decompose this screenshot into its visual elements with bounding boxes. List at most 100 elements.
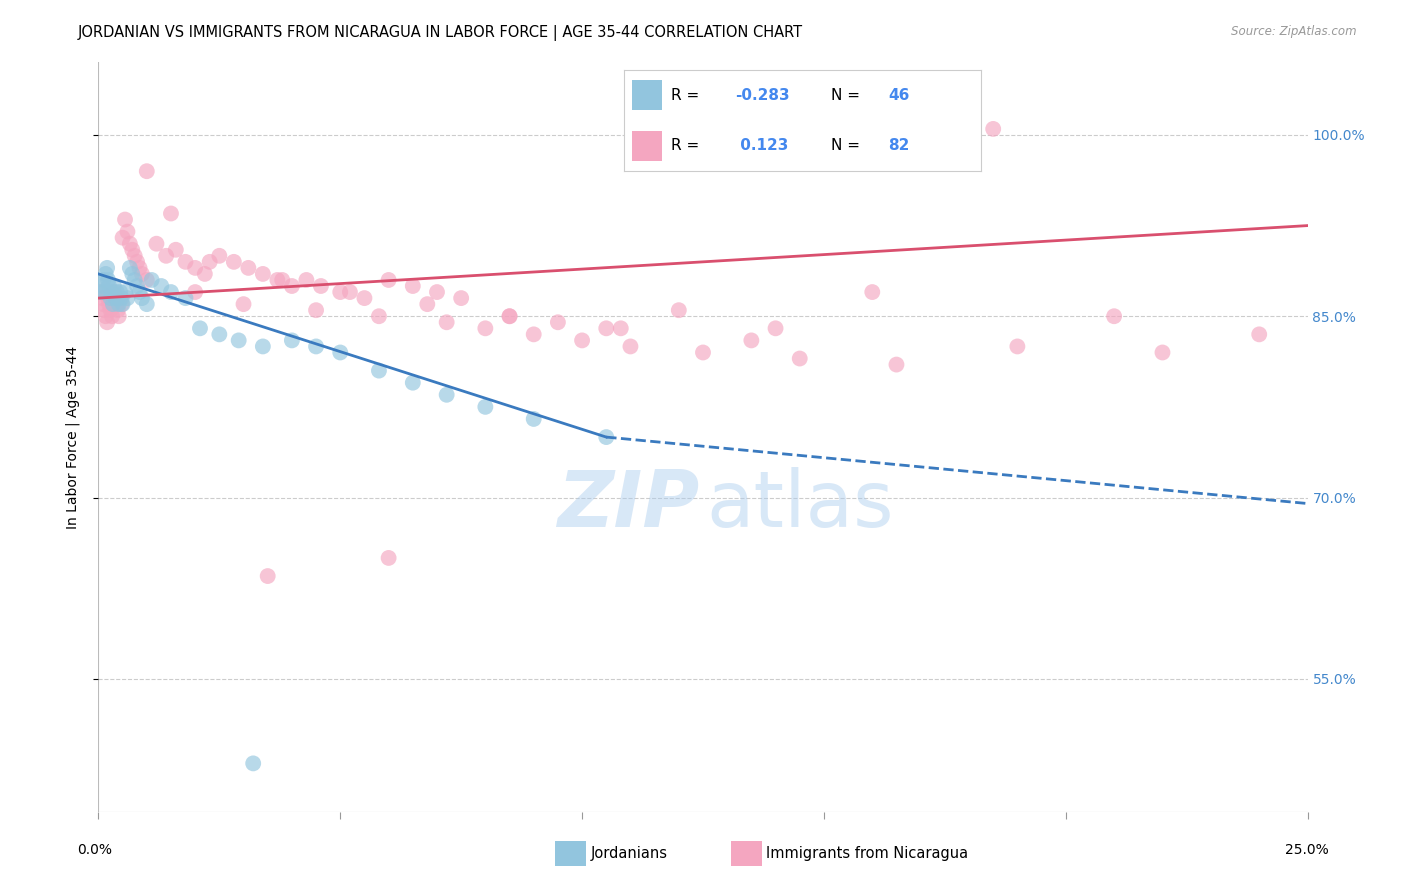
Point xyxy=(105,297,128,311)
Point xyxy=(353,291,375,305)
Point xyxy=(101,310,124,324)
Point xyxy=(474,321,496,335)
Point xyxy=(107,291,129,305)
Point xyxy=(238,260,260,275)
Point xyxy=(104,291,127,305)
Point xyxy=(188,321,211,335)
Point xyxy=(295,273,318,287)
Point xyxy=(121,267,143,281)
Point xyxy=(107,303,129,318)
Point xyxy=(523,327,546,342)
Text: Source: ZipAtlas.com: Source: ZipAtlas.com xyxy=(1232,25,1357,38)
Point xyxy=(98,297,121,311)
Point xyxy=(252,267,274,281)
Point xyxy=(860,285,883,299)
Point xyxy=(135,164,157,178)
Point xyxy=(547,315,569,329)
Point xyxy=(96,260,118,275)
Point xyxy=(305,303,328,318)
Text: 0.0%: 0.0% xyxy=(77,843,112,857)
Point xyxy=(91,273,114,287)
Point xyxy=(108,285,131,299)
Text: ZIP: ZIP xyxy=(557,467,699,542)
Y-axis label: In Labor Force | Age 35-44: In Labor Force | Age 35-44 xyxy=(66,345,80,529)
Point xyxy=(131,291,153,305)
Point xyxy=(160,206,183,220)
Point xyxy=(208,327,231,342)
Point xyxy=(266,273,288,287)
Point xyxy=(222,255,245,269)
Point xyxy=(90,285,112,299)
Text: atlas: atlas xyxy=(707,467,894,542)
Point xyxy=(101,297,124,311)
Point xyxy=(789,351,811,366)
Point xyxy=(252,339,274,353)
Point xyxy=(426,285,449,299)
Point xyxy=(117,225,139,239)
Point xyxy=(692,345,714,359)
Point xyxy=(281,334,304,348)
Point xyxy=(93,303,115,318)
Point xyxy=(309,279,332,293)
Point xyxy=(121,243,143,257)
Point xyxy=(108,291,131,305)
Point xyxy=(118,260,141,275)
Point xyxy=(368,363,391,377)
Point xyxy=(97,291,120,305)
Point xyxy=(368,310,391,324)
Point xyxy=(128,260,150,275)
Point xyxy=(1152,345,1174,359)
Point xyxy=(523,412,546,426)
Point xyxy=(271,273,294,287)
Point xyxy=(93,285,115,299)
Point xyxy=(94,267,117,281)
Point xyxy=(101,285,124,299)
Point xyxy=(160,285,183,299)
Point xyxy=(228,334,250,348)
Point xyxy=(329,285,352,299)
Point xyxy=(595,321,617,335)
Point xyxy=(91,297,114,311)
Point xyxy=(114,212,136,227)
Point xyxy=(96,315,118,329)
Point xyxy=(256,569,278,583)
Point xyxy=(402,279,425,293)
Point xyxy=(94,310,117,324)
Point xyxy=(498,310,520,324)
Point xyxy=(194,267,217,281)
Point xyxy=(436,315,458,329)
Text: JORDANIAN VS IMMIGRANTS FROM NICARAGUA IN LABOR FORCE | AGE 35-44 CORRELATION CH: JORDANIAN VS IMMIGRANTS FROM NICARAGUA I… xyxy=(77,25,803,41)
Point xyxy=(101,297,124,311)
Point xyxy=(117,291,139,305)
Point xyxy=(610,321,633,335)
Point xyxy=(107,310,129,324)
Point xyxy=(184,260,207,275)
Point xyxy=(131,267,153,281)
Point xyxy=(107,297,129,311)
Point xyxy=(595,430,617,444)
Point xyxy=(141,273,163,287)
Point xyxy=(474,400,496,414)
Point xyxy=(668,303,690,318)
Point xyxy=(329,345,352,359)
Point xyxy=(90,285,112,299)
Point xyxy=(765,321,787,335)
Point xyxy=(377,273,399,287)
Point xyxy=(184,285,207,299)
Point xyxy=(135,297,157,311)
Point xyxy=(305,339,328,353)
Point xyxy=(111,230,134,244)
Point xyxy=(498,310,520,324)
Point xyxy=(1007,339,1029,353)
Point xyxy=(103,285,125,299)
Point xyxy=(111,297,134,311)
Text: Jordanians: Jordanians xyxy=(591,847,668,861)
Point xyxy=(111,291,134,305)
Point xyxy=(104,291,127,305)
Point xyxy=(165,243,187,257)
Point xyxy=(103,279,125,293)
Point xyxy=(242,756,264,771)
Point xyxy=(124,273,146,287)
Text: 25.0%: 25.0% xyxy=(1285,843,1329,857)
Point xyxy=(981,122,1004,136)
